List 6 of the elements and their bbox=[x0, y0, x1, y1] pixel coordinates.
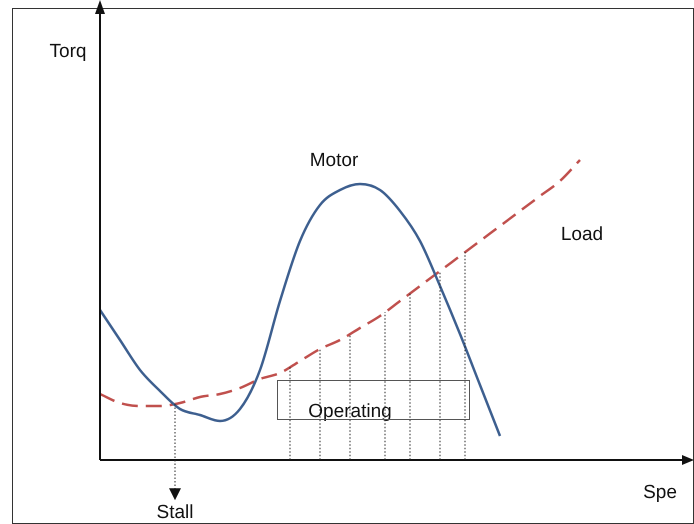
text: Torq bbox=[50, 41, 86, 62]
series-label: Load bbox=[560, 224, 604, 246]
x-axis-title: Spe bbox=[643, 482, 677, 504]
text: Stall bbox=[156, 502, 194, 524]
annotation: Operating bbox=[308, 401, 392, 422]
series-label: Motor bbox=[310, 150, 359, 172]
